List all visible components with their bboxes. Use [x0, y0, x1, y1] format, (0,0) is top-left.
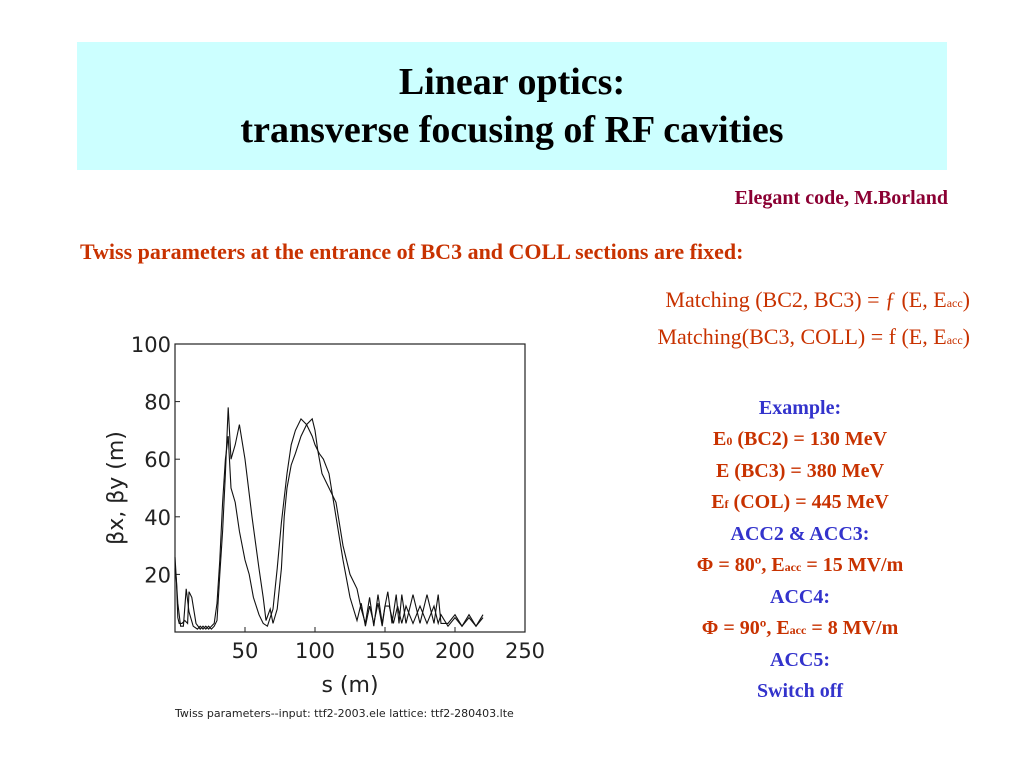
y-axis-title: βx, βy (m) [104, 431, 129, 545]
matching-1-main: Matching (BC2, BC3) = ƒ (E, E [665, 287, 947, 312]
series-line-1 [174, 407, 484, 630]
example-ef: Ef (COL) = 445 MeV [640, 487, 960, 520]
example-acc5: ACC5: [770, 649, 830, 671]
y-tick-label: 40 [144, 506, 171, 530]
matching-block: Matching (BC2, BC3) = ƒ (E, Eacc) Matchi… [657, 283, 970, 357]
ef-pre: E [711, 490, 725, 513]
x-axis-title: s (m) [321, 673, 378, 698]
phi2-sub: acc [789, 622, 807, 637]
phi1-sub: acc [784, 559, 802, 574]
x-tick-label: 100 [295, 639, 335, 663]
matching-2-sub: acc [946, 333, 963, 347]
phi1-pre: Φ = 80º, E [696, 553, 785, 576]
example-acc4: ACC4: [770, 586, 830, 608]
phi2-pre: Φ = 90º, E [701, 616, 790, 639]
matching-2-tail: ) [962, 324, 970, 349]
y-tick-label: 60 [144, 448, 171, 472]
y-tick-label: 20 [144, 563, 171, 587]
example-phi1: Φ = 80º, Eacc = 15 MV/m [640, 550, 960, 583]
plot-frame [174, 343, 526, 633]
matching-1-sub: acc [946, 296, 963, 310]
credit-text: Elegant code, M.Borland [734, 187, 948, 209]
matching-line-1: Matching (BC2, BC3) = ƒ (E, Eacc) [657, 283, 970, 320]
series-group [174, 407, 484, 630]
ef-sub: f [724, 496, 729, 511]
series-line-2 [174, 417, 484, 630]
example-heading: Example: [758, 397, 842, 419]
fixed-statement: Twiss parameters at the entrance of BC3 … [80, 239, 744, 264]
title-box: Linear optics: transverse focusing of RF… [77, 42, 947, 170]
e0-pre: E [712, 427, 727, 450]
x-tick-label: 250 [505, 639, 545, 663]
example-block: Example: E0 (BC2) = 130 MeV E (BC3) = 38… [640, 393, 960, 706]
matching-line-2: Matching(BC3, COLL) = f (E, Eacc) [657, 320, 970, 357]
y-ticks: 20 40 60 80 100 [131, 333, 180, 587]
example-phi2: Φ = 90º, Eacc = 8 MV/m [640, 613, 960, 646]
slide-title-line-1: Linear optics: [398, 61, 626, 103]
e0-sub: 0 [726, 433, 733, 448]
x-tick-label: 200 [435, 639, 475, 663]
matching-1-tail: ) [962, 287, 970, 312]
matching-2-main: Matching(BC3, COLL) = f (E, E [657, 324, 947, 349]
e0-text: (BC2) = 130 MeV [732, 427, 888, 450]
x-tick-label: 50 [232, 639, 259, 663]
y-tick-label: 100 [131, 333, 171, 357]
y-tick-label: 80 [144, 391, 171, 415]
slide-title-line-2: transverse focusing of RF cavities [240, 109, 784, 151]
chart-caption: Twiss parameters--input: ttf2-2003.ele l… [174, 707, 514, 720]
phi1-post: = 15 MV/m [801, 553, 904, 576]
twiss-chart: 20 40 60 80 100 50 100 150 200 250 s (m) βx, βy … [104, 333, 545, 720]
phi2-post: = 8 MV/m [806, 616, 899, 639]
example-e0: E0 (BC2) = 130 MeV [640, 424, 960, 457]
x-tick-label: 150 [365, 639, 405, 663]
example-acc23: ACC2 & ACC3: [730, 523, 870, 545]
ef-text: (COL) = 445 MeV [728, 490, 889, 513]
x-ticks: 50 100 150 200 250 [232, 627, 545, 663]
example-e: E (BC3) = 380 MeV [715, 460, 885, 482]
example-switch-off: Switch off [756, 679, 844, 702]
